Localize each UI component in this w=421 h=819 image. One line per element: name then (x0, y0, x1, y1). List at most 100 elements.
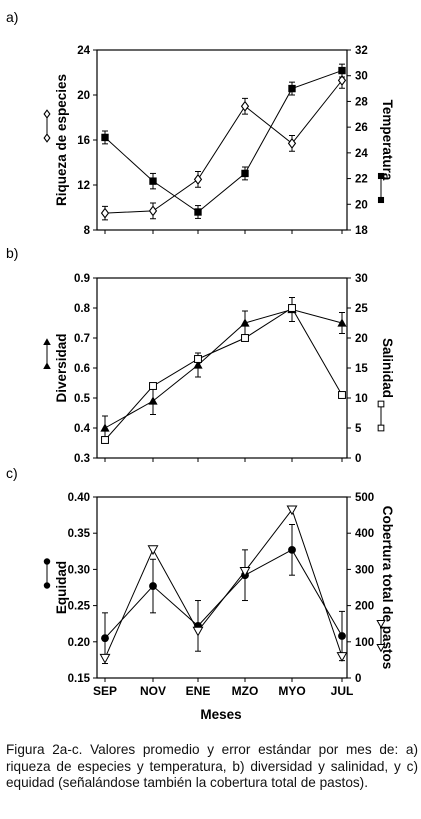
legend-key-marker (377, 424, 385, 432)
right-tick-label: 26 (355, 122, 368, 134)
data-point (239, 567, 251, 577)
panel-label: a) (6, 9, 18, 25)
plot-frame (96, 277, 348, 459)
right-tick-label: 300 (355, 564, 374, 576)
left-axis-title: Riqueza de especies (54, 74, 69, 206)
panel-3: c) 0.15 0.20 0.25 0.30 0.35 0.40 0 100 200 300 400 5… (6, 465, 395, 685)
left-tick-label: 0.9 (74, 273, 90, 285)
data-point (338, 391, 346, 399)
legend-key-marker (43, 558, 51, 565)
right-axis-title: Cobertura total de pastos (380, 506, 395, 670)
legend-key-marker (43, 362, 51, 370)
data-point (286, 505, 298, 516)
left-tick-label: 0.40 (68, 492, 90, 504)
right-tick-label: 5 (355, 423, 362, 435)
right-axis-title: Temperatura (380, 100, 395, 181)
plot-frame (96, 496, 348, 679)
left-tick-label: 20 (77, 90, 90, 102)
right-tick-label: 500 (355, 492, 374, 504)
x-tick-label: MZO (232, 684, 259, 698)
data-point (241, 169, 249, 178)
left-tick-label: 0.5 (74, 393, 91, 405)
right-tick-label: 20 (355, 333, 368, 345)
data-point (101, 634, 109, 643)
figure-caption: Figura 2a-c. Valores promedio y error es… (6, 742, 418, 790)
panel-label: c) (6, 465, 18, 481)
data-point (288, 304, 296, 312)
panel-label: b) (6, 245, 18, 261)
data-point (288, 84, 296, 93)
left-tick-label: 0.25 (68, 601, 91, 613)
right-tick-label: 15 (355, 363, 368, 375)
data-point (101, 436, 109, 444)
data-point (338, 66, 346, 75)
left-tick-label: 0.20 (68, 637, 90, 649)
data-point (149, 582, 157, 590)
data-point (148, 205, 158, 217)
panel-2: b) 0.3 0.4 0.5 0.6 0.7 0.8 0.9 0 5 10 15 20 25 30 Diver… (6, 245, 395, 465)
x-axis-title: Meses (200, 707, 241, 722)
left-tick-label: 0.4 (74, 423, 91, 435)
panel-1: a) 8 12 16 20 24 18 20 22 24 26 28 30 32 Riqueza de es… (6, 9, 395, 237)
legend-key-marker (376, 643, 386, 653)
data-point (336, 652, 348, 662)
data-point (240, 318, 250, 327)
data-point (193, 173, 203, 185)
left-tick-label: 24 (77, 45, 90, 57)
data-point (149, 177, 157, 185)
legend-key-marker (43, 338, 51, 346)
figure-svg: a) 8 12 16 20 24 18 20 22 24 26 28 30 32 Riqueza de es… (6, 9, 395, 722)
x-tick-label: ENE (186, 684, 211, 698)
data-point (149, 382, 157, 390)
legend-key-marker (43, 582, 51, 589)
left-tick-label: 0.15 (68, 673, 91, 685)
left-tick-label: 0.6 (74, 363, 90, 375)
right-tick-label: 18 (355, 225, 368, 237)
right-tick-label: 24 (355, 148, 368, 160)
left-tick-label: 0.3 (74, 453, 90, 465)
data-point (101, 133, 109, 142)
series-line (104, 308, 343, 429)
x-tick-label: NOV (140, 684, 166, 698)
data-point (337, 318, 347, 327)
right-tick-label: 25 (355, 303, 368, 315)
legend-key-marker (376, 619, 386, 629)
left-tick-label: 0.35 (68, 528, 91, 540)
data-point (194, 208, 202, 216)
data-point (337, 74, 347, 86)
left-axis-title: Equidad (54, 561, 69, 614)
data-point (194, 355, 202, 363)
panels-group: a) 8 12 16 20 24 18 20 22 24 26 28 30 32 Riqueza de es… (6, 9, 395, 698)
right-tick-label: 200 (355, 601, 374, 613)
right-tick-label: 30 (355, 71, 368, 83)
right-tick-label: 22 (355, 174, 368, 186)
right-tick-label: 100 (355, 637, 374, 649)
left-tick-label: 0.8 (74, 303, 91, 315)
legend-key-marker (377, 172, 385, 180)
right-tick-label: 0 (355, 673, 361, 685)
series-line (104, 307, 343, 441)
data-point (241, 334, 249, 342)
legend-key-marker (43, 109, 51, 119)
right-tick-label: 32 (355, 45, 368, 57)
data-point (148, 396, 158, 405)
legend-key-marker (43, 133, 51, 143)
left-axis-title: Diversidad (54, 333, 69, 402)
data-point (100, 207, 110, 219)
right-tick-label: 20 (355, 199, 368, 211)
right-tick-label: 0 (355, 453, 361, 465)
right-tick-label: 28 (355, 96, 368, 108)
right-tick-label: 30 (355, 273, 368, 285)
x-tick-label: SEP (93, 684, 117, 698)
legend-key-marker (377, 196, 385, 204)
data-point (192, 626, 204, 637)
series-line (104, 508, 343, 659)
left-tick-label: 8 (84, 225, 91, 237)
x-tick-label: JUL (331, 684, 354, 698)
data-point (287, 137, 297, 149)
plot-frame (96, 49, 348, 231)
data-point (147, 545, 159, 556)
left-tick-label: 12 (77, 180, 90, 192)
left-tick-label: 16 (77, 135, 90, 147)
series-line (104, 80, 343, 214)
